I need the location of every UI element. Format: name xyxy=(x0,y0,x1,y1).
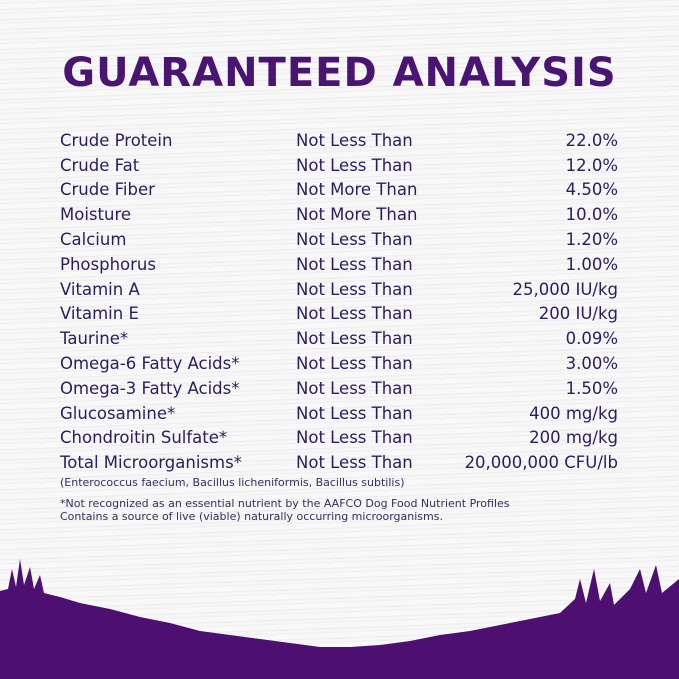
nutrient-value: 1.00% xyxy=(565,254,618,274)
strains-note: (Enterococcus faecium, Bacillus lichenif… xyxy=(60,476,405,489)
nutrient-qualifier: Not More Than xyxy=(296,180,418,200)
nutrient-value: 3.00% xyxy=(565,354,618,374)
table-row: Moisture Not More Than 10.0% xyxy=(60,202,618,227)
nutrient-name: Total Microorganisms* xyxy=(60,453,242,473)
nutrient-qualifier: Not Less Than xyxy=(296,378,413,398)
table-row: Omega-3 Fatty Acids* Not Less Than 1.50% xyxy=(60,376,618,401)
nutrient-value: 12.0% xyxy=(565,155,618,175)
footnote-aafco: *Not recognized as an essential nutrient… xyxy=(60,497,510,510)
nutrient-qualifier: Not Less Than xyxy=(296,254,413,274)
table-row: Chondroitin Sulfate* Not Less Than 200 mg/… xyxy=(60,426,618,451)
table-row: Total Microorganisms* Not Less Than 20,000… xyxy=(60,450,618,475)
nutrient-name: Taurine* xyxy=(60,329,129,349)
table-row: Crude Fat Not Less Than 12.0% xyxy=(60,153,618,178)
nutrient-value: 200 IU/kg xyxy=(538,304,618,324)
nutrient-qualifier: Not Less Than xyxy=(296,279,413,299)
nutrient-value: 200 mg/kg xyxy=(529,428,618,448)
nutrient-value: 4.50% xyxy=(565,180,618,200)
nutrient-qualifier: Not Less Than xyxy=(296,329,413,349)
nutrient-value: 25,000 IU/kg xyxy=(512,279,618,299)
nutrient-qualifier: Not More Than xyxy=(296,205,418,225)
nutrient-name: Glucosamine* xyxy=(60,403,176,423)
page-title: GUARANTEED ANALYSIS xyxy=(62,50,617,96)
table-row: Taurine* Not Less Than 0.09% xyxy=(60,326,618,351)
nutrient-qualifier: Not Less Than xyxy=(296,453,413,473)
nutrient-value: 400 mg/kg xyxy=(529,403,618,423)
nutrient-name: Crude Fat xyxy=(60,155,140,175)
nutrient-value: 10.0% xyxy=(565,205,618,225)
nutrient-value: 20,000,000 CFU/lb xyxy=(464,453,618,473)
footnote-microorganisms: Contains a source of live (viable) natur… xyxy=(60,510,443,523)
nutrient-qualifier: Not Less Than xyxy=(296,304,413,324)
table-row: Calcium Not Less Than 1.20% xyxy=(60,227,618,252)
nutrient-name: Moisture xyxy=(60,205,132,225)
table-row: Glucosamine* Not Less Than 400 mg/kg xyxy=(60,401,618,426)
nutrient-qualifier: Not Less Than xyxy=(296,230,413,250)
nutrient-name: Chondroitin Sulfate* xyxy=(60,428,228,448)
nutrient-value: 1.50% xyxy=(565,378,618,398)
nutrient-qualifier: Not Less Than xyxy=(296,403,413,423)
nutrient-value: 22.0% xyxy=(565,130,618,150)
nutrient-qualifier: Not Less Than xyxy=(296,354,413,374)
nutrient-name: Crude Fiber xyxy=(60,180,155,200)
nutrient-value: 0.09% xyxy=(565,329,618,349)
table-row: Crude Protein Not Less Than 22.0% xyxy=(60,128,618,153)
nutrient-name: Phosphorus xyxy=(60,254,156,274)
table-row: Vitamin E Not Less Than 200 IU/kg xyxy=(60,302,618,327)
grass-silhouette xyxy=(0,559,679,679)
nutrient-name: Crude Protein xyxy=(60,130,173,150)
nutrient-name: Omega-6 Fatty Acids* xyxy=(60,354,240,374)
analysis-table: Crude Protein Not Less Than 22.0% Crude Fat… xyxy=(60,128,618,475)
nutrient-qualifier: Not Less Than xyxy=(296,130,413,150)
table-row: Crude Fiber Not More Than 4.50% xyxy=(60,178,618,203)
nutrient-name: Calcium xyxy=(60,230,127,250)
table-row: Phosphorus Not Less Than 1.00% xyxy=(60,252,618,277)
table-row: Vitamin A Not Less Than 25,000 IU/kg xyxy=(60,277,618,302)
nutrient-name: Vitamin A xyxy=(60,279,140,299)
nutrient-qualifier: Not Less Than xyxy=(296,428,413,448)
nutrient-name: Omega-3 Fatty Acids* xyxy=(60,378,240,398)
nutrient-name: Vitamin E xyxy=(60,304,139,324)
table-row: Omega-6 Fatty Acids* Not Less Than 3.00% xyxy=(60,351,618,376)
nutrient-qualifier: Not Less Than xyxy=(296,155,413,175)
nutrient-value: 1.20% xyxy=(565,230,618,250)
